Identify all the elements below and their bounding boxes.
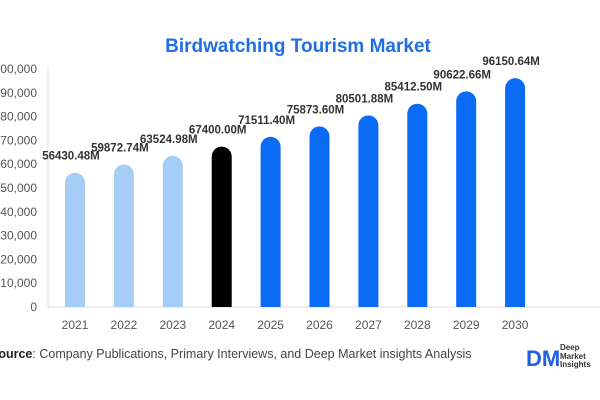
data-label: 85412.50M <box>385 82 443 94</box>
y-tick-label: 60,000 <box>0 157 37 171</box>
y-tick-label: 30,000 <box>0 229 37 243</box>
data-label: 67400.00M <box>189 125 247 137</box>
bar-2023 <box>162 155 183 307</box>
y-tick-label: 80,000 <box>0 110 37 124</box>
y-tick-label: 100,000 <box>0 62 37 76</box>
x-tick-label: 2022 <box>111 318 138 332</box>
y-tick-label: 50,000 <box>0 181 37 195</box>
data-label: 71511.40M <box>238 115 295 127</box>
y-tick-label: 20,000 <box>0 252 37 266</box>
bar-2028 <box>407 103 428 307</box>
y-tick-label: 90,000 <box>0 86 37 100</box>
data-label: 80501.88M <box>336 93 394 105</box>
x-tick-label: 2030 <box>502 318 529 332</box>
logo-text: Deep Market Insights <box>560 343 591 369</box>
x-tick-label: 2028 <box>404 318 431 332</box>
bar-2029 <box>456 91 477 307</box>
data-label: 75873.60M <box>287 104 345 116</box>
source-text: : Company Publications, Primary Intervie… <box>32 347 471 361</box>
x-tick-label: 2021 <box>62 318 89 332</box>
data-label: 56430.48M <box>42 151 100 163</box>
bar-2027 <box>358 115 379 307</box>
chart-title: Birdwatching Tourism Market <box>165 36 431 57</box>
x-tick-label: 2027 <box>355 318 382 332</box>
logo-mark: DM <box>526 346 560 371</box>
bar-2025 <box>260 136 281 307</box>
x-tick-label: 2029 <box>453 318 480 332</box>
data-label: 63524.98M <box>140 134 198 146</box>
data-label: 96150.64M <box>482 56 540 68</box>
source-note: Source: Company Publications, Primary In… <box>0 347 471 361</box>
bar-2022 <box>113 164 134 307</box>
data-label: 59872.74M <box>91 143 149 155</box>
bar-2021 <box>65 172 85 307</box>
x-tick-label: 2024 <box>208 318 235 332</box>
bar-2024 <box>211 146 232 307</box>
logo: DM <box>526 346 560 371</box>
y-tick-label: 70,000 <box>0 133 37 147</box>
y-tick-label: 10,000 <box>0 276 37 290</box>
data-label: 90622.66M <box>433 69 491 81</box>
source-label: Source <box>0 347 32 361</box>
x-tick-label: 2025 <box>257 318 284 332</box>
y-tick-label: 40,000 <box>0 205 37 219</box>
bar-2026 <box>309 126 330 307</box>
x-tick-label: 2026 <box>306 318 333 332</box>
y-tick-label: 0 <box>30 300 37 314</box>
bar-2030 <box>505 78 526 308</box>
x-tick-label: 2023 <box>159 318 186 332</box>
